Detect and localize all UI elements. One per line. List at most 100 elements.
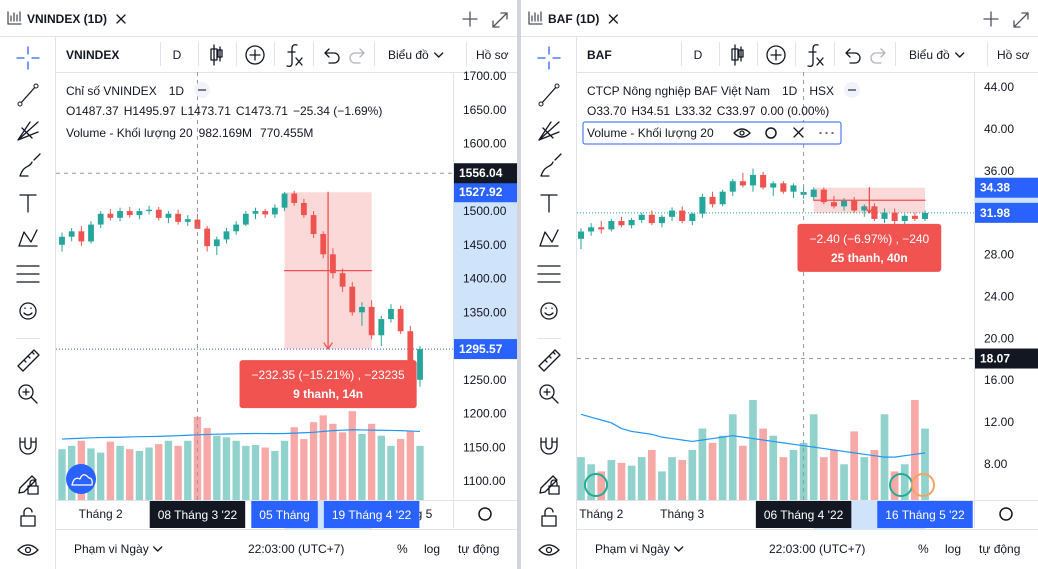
lock-tool[interactable]	[541, 507, 557, 527]
undo-button[interactable]	[324, 48, 340, 64]
symbol-button[interactable]: VNINDEX	[66, 48, 119, 62]
emoji-smile[interactable]	[23, 307, 33, 316]
ruler-tool[interactable]	[17, 349, 40, 372]
volume-visibility-button[interactable]	[733, 128, 751, 138]
event-marker[interactable]	[584, 473, 608, 497]
volume-bar	[416, 445, 424, 500]
brand-logo[interactable]	[66, 464, 96, 494]
percent-toggle[interactable]: %	[397, 542, 408, 556]
brush-tool[interactable]	[19, 153, 41, 177]
y-tick-label: 12.00	[984, 415, 1014, 429]
range-chevron[interactable]	[153, 546, 163, 552]
candle-body	[155, 209, 162, 218]
indicators-button[interactable]	[245, 45, 265, 65]
undo-button[interactable]	[845, 48, 861, 64]
prediction-tool[interactable]	[537, 265, 561, 283]
candle-body	[598, 227, 605, 230]
zoom-handle[interactable]	[22, 388, 38, 404]
chart-style-button[interactable]	[210, 44, 223, 66]
redo-button[interactable]	[349, 48, 365, 64]
lock-drawing-tool[interactable]	[18, 475, 39, 495]
add-button[interactable]	[462, 11, 478, 27]
log-toggle[interactable]: log	[424, 542, 440, 556]
legend-title: CTCP Nông nghiệp BAF Việt Nam	[587, 84, 770, 98]
legend-ohlc-key: O	[66, 104, 75, 118]
add-button[interactable]	[983, 11, 999, 27]
text-tool[interactable]	[19, 194, 37, 213]
emoji-tool[interactable]	[19, 302, 37, 320]
price-label-box	[975, 202, 1038, 223]
interval-button[interactable]: D	[173, 48, 182, 62]
candle-body	[165, 213, 172, 218]
profile-menu-button[interactable]: Hồ sơ	[476, 48, 509, 62]
visibility-tool[interactable]	[17, 544, 39, 556]
maximize-button[interactable]	[492, 12, 508, 28]
pitchfork-tool[interactable]	[17, 121, 39, 141]
y-tick-label: 1350.00	[463, 305, 507, 319]
y-tick-label: 1700.00	[463, 69, 507, 83]
prediction-tool[interactable]	[16, 265, 40, 283]
emoji-smile[interactable]	[544, 307, 554, 316]
zoom-handle[interactable]	[543, 388, 559, 404]
ruler-tool[interactable]	[538, 349, 561, 372]
fx-button[interactable]	[286, 44, 303, 68]
visibility-tool[interactable]	[538, 544, 560, 556]
chart-menu-chevron[interactable]	[955, 52, 965, 58]
range-end-label: 16 Tháng 5 '22	[885, 508, 965, 522]
range-button[interactable]: Phạm vi Ngày	[595, 542, 670, 556]
legend-ohlc-value: 1473.71	[187, 104, 231, 118]
zoom-tool[interactable]	[18, 384, 34, 400]
crosshair-tool[interactable]	[537, 46, 561, 70]
indicators-button[interactable]	[766, 45, 786, 65]
chart-style-button[interactable]	[731, 44, 744, 66]
range-button[interactable]: Phạm vi Ngày	[74, 542, 149, 556]
chart-menu-chevron[interactable]	[434, 52, 444, 58]
volume-legend-label: Volume - Khối lượng 20	[587, 126, 714, 140]
close-panel-button[interactable]	[116, 14, 126, 24]
legend-ohlc-key: O	[587, 104, 596, 118]
trend-line-tool[interactable]	[19, 85, 37, 105]
volume-legend-value: 982.169M	[199, 126, 252, 140]
zoom-tool[interactable]	[539, 384, 555, 400]
volume-settings-button[interactable]	[765, 127, 777, 139]
brush-tool[interactable]	[540, 153, 562, 177]
fx-button[interactable]	[807, 44, 824, 68]
percent-toggle[interactable]: %	[918, 542, 929, 556]
event-marker[interactable]	[911, 473, 935, 497]
indicators-plus[interactable]	[770, 49, 782, 61]
time-axis-settings[interactable]	[999, 507, 1013, 521]
timezone-button[interactable]: 22:03:00 (UTC+7)	[769, 542, 865, 556]
maximize-button[interactable]	[1013, 12, 1029, 28]
chart-menu-button[interactable]: Biểu đồ	[388, 48, 429, 62]
interval-button[interactable]: D	[694, 48, 703, 62]
magnet-tool[interactable]	[540, 437, 558, 455]
crosshair-tool[interactable]	[16, 46, 40, 70]
text-tool[interactable]	[540, 194, 558, 213]
chart-menu-button[interactable]: Biểu đồ	[909, 48, 950, 62]
profile-menu-button[interactable]: Hồ sơ	[997, 48, 1030, 62]
candle-body	[417, 349, 423, 380]
trend-line-tool[interactable]	[540, 85, 558, 105]
magnet-tool[interactable]	[19, 437, 37, 455]
symbol-button[interactable]: BAF	[587, 48, 612, 62]
auto-scale-toggle[interactable]: tự động	[458, 542, 499, 556]
pattern-tool[interactable]	[539, 229, 559, 247]
y-tick-label: 1200.00	[463, 407, 507, 421]
range-end-label-box	[877, 501, 973, 528]
indicators-plus[interactable]	[249, 49, 261, 61]
auto-scale-toggle[interactable]: tự động	[979, 542, 1020, 556]
emoji-tool[interactable]	[540, 302, 558, 320]
log-toggle[interactable]: log	[945, 542, 961, 556]
pitchfork-tool[interactable]	[538, 121, 560, 141]
lock-tool[interactable]	[20, 507, 36, 527]
redo-button[interactable]	[870, 48, 886, 64]
timezone-button[interactable]: 22:03:00 (UTC+7)	[248, 542, 344, 556]
range-chevron[interactable]	[674, 546, 684, 552]
volume-remove-button[interactable]	[793, 127, 804, 138]
y-tick-label: 1650.00	[463, 103, 507, 117]
time-axis-settings[interactable]	[478, 507, 492, 521]
close-panel-button[interactable]	[608, 14, 618, 24]
volume-legend-box[interactable]	[582, 121, 842, 145]
pattern-tool[interactable]	[18, 229, 38, 247]
lock-drawing-tool[interactable]	[539, 475, 560, 495]
